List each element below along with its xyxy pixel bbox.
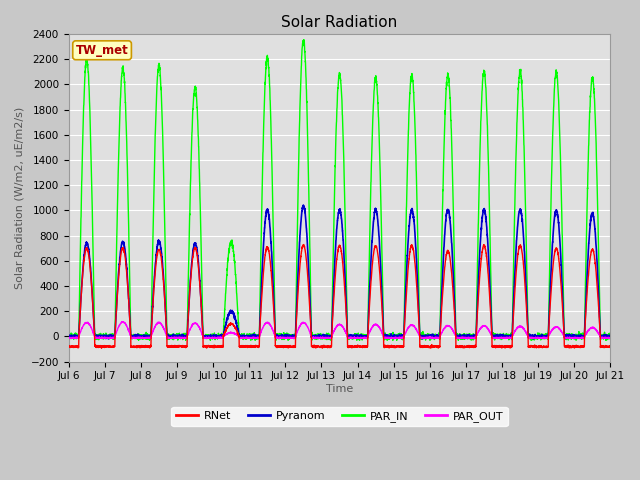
Text: TW_met: TW_met — [76, 44, 129, 57]
Title: Solar Radiation: Solar Radiation — [282, 15, 397, 30]
Legend: RNet, Pyranom, PAR_IN, PAR_OUT: RNet, Pyranom, PAR_IN, PAR_OUT — [172, 407, 508, 426]
Y-axis label: Solar Radiation (W/m2, uE/m2/s): Solar Radiation (W/m2, uE/m2/s) — [15, 107, 25, 289]
X-axis label: Time: Time — [326, 384, 353, 394]
